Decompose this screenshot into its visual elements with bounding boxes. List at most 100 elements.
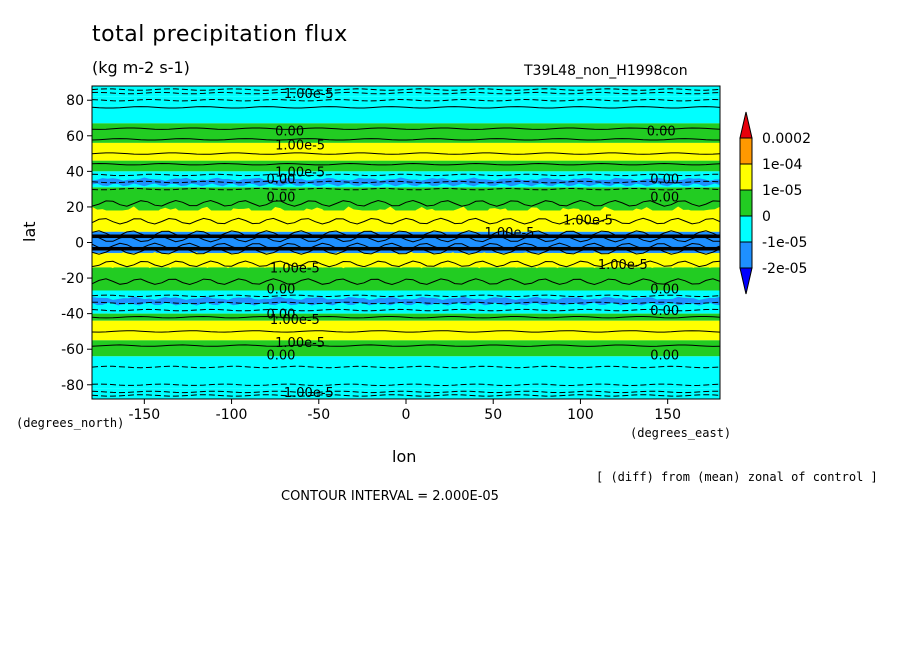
y-tick-label-5: 20 — [66, 200, 84, 216]
colorbar-label-4: -1e-05 — [762, 235, 807, 251]
contour-line-7 — [92, 162, 720, 166]
x-tick-label-6: 150 — [654, 407, 681, 423]
y-unit-label: (degrees_north) — [16, 416, 125, 430]
diff-note: [ (diff) from (mean) zonal of control ] — [596, 470, 878, 484]
contour-line-14 — [92, 235, 720, 243]
contour-interval-label: CONTOUR INTERVAL = 2.000E-05 — [281, 489, 499, 504]
contour-label-1: 0.00 — [275, 124, 304, 139]
contour-line-13 — [92, 230, 720, 237]
colorbar-top-arrow — [739, 111, 753, 139]
contour-label-12: 1.00e-5 — [598, 258, 648, 273]
x-tick-label-0: -150 — [128, 407, 160, 423]
colorbar-segment-5 — [739, 241, 753, 269]
x-tick-label-3: 0 — [402, 407, 411, 423]
colorbar-segment-1 — [739, 137, 753, 165]
equator-dark-band-north — [92, 234, 720, 239]
y-tick-label-1: -60 — [61, 342, 84, 358]
x-axis-label: lon — [392, 447, 417, 466]
contour-label-2: 0.00 — [647, 124, 676, 139]
contour-label-8: 0.00 — [650, 190, 679, 205]
y-tick-label-6: 40 — [66, 164, 84, 180]
contour-label-14: 0.00 — [650, 283, 679, 298]
contour-line-19 — [92, 294, 720, 297]
colorbar-label-5: -2e-05 — [762, 261, 807, 277]
contour-line-16 — [92, 248, 720, 255]
contour-line-9 — [92, 180, 720, 184]
contour-label-0: 1.00e-5 — [284, 87, 334, 102]
contour-line-6 — [92, 152, 720, 155]
contour-line-20 — [92, 301, 720, 305]
colorbar-segment-4 — [739, 215, 753, 243]
contour-label-7: 0.00 — [266, 190, 295, 205]
contour-label-19: 0.00 — [266, 349, 295, 364]
contour-line-5 — [92, 138, 720, 141]
contour-line-15 — [92, 242, 720, 250]
contour-line-4 — [92, 127, 720, 130]
contour-label-9: 1.00e-5 — [563, 213, 613, 228]
y-tick-label-2: -40 — [61, 307, 84, 323]
contour-label-20: 0.00 — [650, 349, 679, 364]
contour-line-10 — [92, 187, 720, 191]
x-tick-label-5: 100 — [567, 407, 594, 423]
lat-band-4 — [92, 142, 720, 161]
contour-label-6: 0.00 — [650, 172, 679, 187]
contour-label-18: 1.00e-5 — [275, 336, 325, 351]
contour-line-23 — [92, 330, 720, 333]
x-tick-label-2: -50 — [307, 407, 330, 423]
chart-units: (kg m-2 s-1) — [92, 58, 190, 77]
lat-band-2 — [92, 105, 720, 124]
y-tick-label-4: 0 — [75, 236, 84, 252]
plot-area: 1.00e-50.00 0.001.00e-51.00e-50.00 0.000.0… — [92, 86, 720, 401]
contour-label-3: 1.00e-5 — [275, 139, 325, 154]
contour-label-15: 0.00 — [266, 308, 295, 323]
x-unit-label: (degrees_east) — [630, 426, 732, 440]
run-id-label: T39L48_non_H1998con — [524, 63, 688, 79]
chart-title: total precipitation flux — [92, 22, 348, 47]
lat-band-16 — [92, 356, 720, 389]
contour-label-13: 0.00 — [266, 283, 295, 298]
contour-line-18 — [92, 278, 720, 286]
contour-line-2 — [92, 98, 720, 102]
contour-label-17: 1.00e-5 — [270, 313, 320, 328]
y-tick-label-3: -20 — [61, 271, 84, 287]
contour-line-21 — [92, 308, 720, 312]
contour-label-16: 0.00 — [650, 304, 679, 319]
lat-band-15 — [92, 340, 720, 357]
x-tick-label-4: 50 — [484, 407, 502, 423]
y-tick-label-7: 60 — [66, 129, 84, 145]
lat-band-14 — [92, 320, 720, 341]
contour-label-21: 1.00e-5 — [284, 386, 334, 401]
contour-label-10: 1.00e-5 — [485, 226, 535, 241]
lat-band-7 — [92, 187, 720, 211]
contour-label-4: 1.00e-5 — [275, 165, 325, 180]
contour-line-11 — [92, 199, 720, 207]
cyan-patch-north — [92, 177, 720, 187]
colorbar-label-2: 1e-05 — [762, 183, 802, 199]
colorbar-label-1: 1e-04 — [762, 157, 802, 173]
x-tick-label-1: -100 — [216, 407, 248, 423]
contour-label-5: 0.00 — [266, 172, 295, 187]
colorbar-bottom-arrow — [739, 267, 753, 295]
contour-label-11: 1.00e-5 — [270, 261, 320, 276]
colorbar-segment-2 — [739, 163, 753, 191]
tropical-patch-south — [92, 251, 720, 269]
lat-band-1 — [92, 96, 720, 106]
contour-line-28 — [92, 394, 720, 397]
colorbar-label-0: 0.0002 — [762, 131, 811, 147]
colorbar-segment-3 — [739, 189, 753, 217]
colorbar-label-3: 0 — [762, 209, 771, 225]
contour-line-27 — [92, 390, 720, 394]
contour-line-0 — [92, 88, 720, 91]
contour-line-26 — [92, 383, 720, 387]
y-tick-label-0: -80 — [61, 378, 84, 394]
lat-band-17 — [92, 388, 720, 399]
lat-band-0 — [92, 86, 720, 97]
y-tick-label-8: 80 — [66, 93, 84, 109]
contour-line-8 — [92, 173, 720, 177]
contour-line-22 — [92, 315, 720, 319]
lat-band-5 — [92, 160, 720, 172]
contour-line-1 — [92, 91, 720, 95]
contour-line-3 — [92, 106, 720, 109]
contour-line-25 — [92, 365, 720, 369]
